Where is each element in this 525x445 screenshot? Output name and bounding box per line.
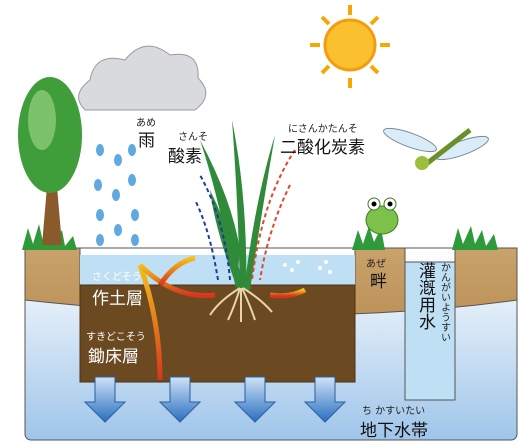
reading: かんがいようすい [439, 262, 451, 342]
reading: あめ [136, 117, 156, 129]
label: 作土層 [92, 289, 143, 309]
reading: さくどそう [92, 271, 142, 283]
reading: にさんかたんそ [288, 123, 358, 135]
label: 地下水帯 [360, 421, 428, 441]
dragonfly [381, 124, 490, 170]
reading: あぜ [366, 258, 386, 270]
reading: さんそ [178, 131, 208, 143]
label: 雨 [138, 131, 155, 151]
tree [18, 77, 82, 245]
frog [366, 198, 398, 234]
cloud [79, 46, 206, 110]
paddy-diagram: あめ 雨 さんそ 酸素 にさんかたんそ 二酸化炭素 あぜ 畔 かんがいようすい … [0, 0, 525, 445]
label: 鋤床層 [88, 347, 139, 367]
label: 灌漑用水 [415, 262, 436, 330]
label: 酸素 [168, 147, 202, 167]
reading: すきどこそう [86, 331, 146, 343]
reading: ち かすいたい [362, 405, 425, 417]
label: 二酸化炭素 [280, 138, 365, 158]
rain [94, 144, 139, 246]
sun [310, 5, 390, 88]
label: 畔 [370, 272, 387, 292]
